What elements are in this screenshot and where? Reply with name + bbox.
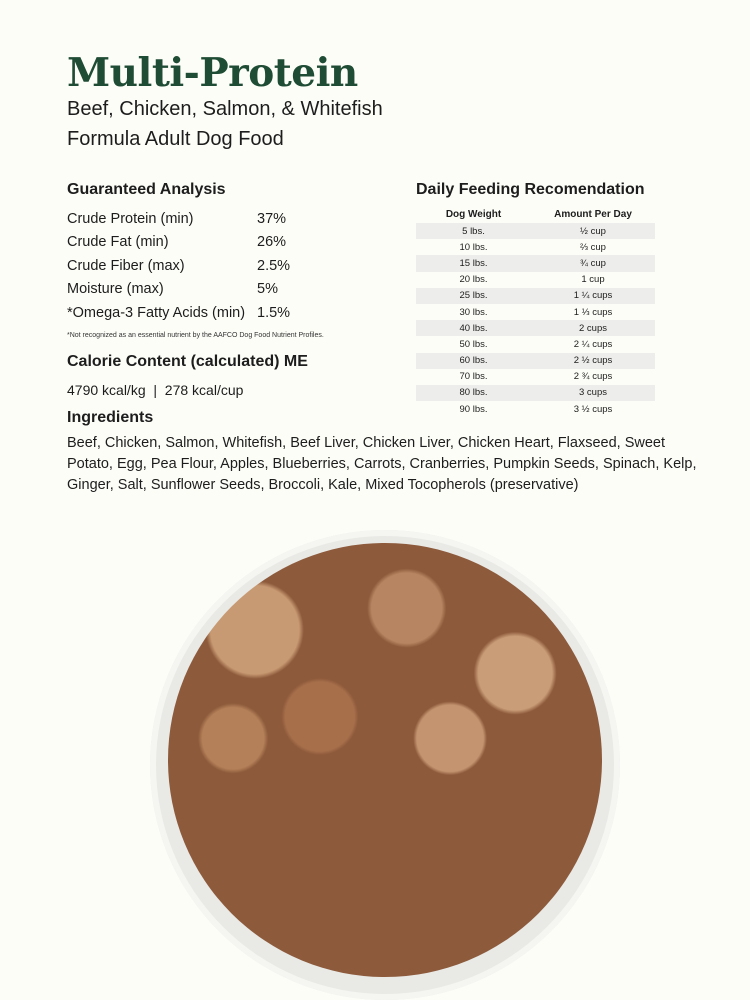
amount-cell: ⅔ cup [580, 241, 606, 253]
table-row: 80 lbs. 3 cups [416, 384, 655, 402]
analysis-list: Crude Protein (min) 37% Crude Fat (min) 26%… [67, 207, 327, 325]
analysis-label: Crude Fiber (max) [67, 257, 185, 274]
amount-cell: 1 ⅓ cups [573, 306, 613, 318]
analysis-value: 1.5% [257, 304, 291, 321]
dog-weight-cell: 50 lbs. [459, 338, 488, 350]
subtitle-line1: Beef, Chicken, Salmon, & Whitefish [67, 98, 383, 120]
table-row: 15 lbs. ¾ cup [416, 255, 655, 272]
dog-weight-cell: 20 lbs. [459, 274, 488, 286]
table-row: 20 lbs. 1 cup [416, 272, 655, 288]
calorie-value: 4790 kcal/kg | 278 kcal/cup [67, 382, 244, 398]
dog-weight-cell: 60 lbs. [416, 352, 531, 369]
amount-cell: 2 ¾ cups [573, 371, 613, 383]
analysis-note: *Not recognized as an essential nutrient… [67, 332, 324, 339]
table-row: 40 lbs. 2 cups [416, 320, 655, 337]
amount-cell: 2 ½ cups [531, 352, 655, 369]
table-row: 60 lbs. 2 ½ cups [416, 352, 655, 369]
kibble-image [168, 543, 602, 977]
analysis-value: 2.5% [257, 257, 291, 274]
feeding-heading: Daily Feeding Recomendation [416, 181, 645, 198]
col-dog-weight: Dog Weight [445, 208, 502, 220]
analysis-row: Crude Protein (min) 37% [67, 207, 327, 231]
amount-cell: ½ cup [531, 223, 655, 240]
feeding-table: Dog Weight Amount Per Day 5 lbs. ½ cup 10 l… [416, 205, 655, 417]
analysis-value: 26% [257, 234, 287, 251]
page-title: Multi-Protein [67, 50, 358, 96]
calorie-heading: Calorie Content (calculated) ME [67, 353, 308, 370]
ingredients-heading: Ingredients [67, 409, 154, 426]
table-row: 10 lbs. ⅔ cup [416, 239, 655, 255]
amount-cell: 2 cups [531, 320, 655, 337]
table-row: 30 lbs. 1 ⅓ cups [416, 304, 655, 320]
dog-weight-cell: 70 lbs. [459, 371, 488, 383]
table-row: 70 lbs. 2 ¾ cups [416, 369, 655, 385]
analysis-row: *Omega-3 Fatty Acids (min) 1.5% [67, 301, 327, 325]
analysis-row: Moisture (max) 5% [67, 278, 327, 302]
analysis-row: Crude Fiber (max) 2.5% [67, 254, 327, 278]
dog-weight-cell: 30 lbs. [459, 306, 488, 318]
subtitle-line2: Formula Adult Dog Food [67, 128, 284, 150]
table-row: 50 lbs. 2 ¼ cups [416, 336, 655, 352]
table-row: 90 lbs. 3 ½ cups [416, 401, 655, 417]
dog-weight-cell: 90 lbs. [459, 403, 488, 415]
col-amount: Amount Per Day [554, 208, 632, 220]
amount-cell: 1 cup [581, 274, 605, 286]
amount-cell: 3 ½ cups [573, 403, 613, 415]
analysis-label: Crude Fat (min) [67, 234, 169, 251]
dog-weight-cell: 40 lbs. [416, 320, 531, 337]
ingredients-text: Beef, Chicken, Salmon, Whitefish, Beef L… [67, 435, 697, 493]
analysis-value: 37% [257, 210, 287, 227]
amount-cell: ¾ cup [531, 255, 655, 272]
dog-weight-cell: 15 lbs. [416, 255, 531, 272]
dog-weight-cell: 10 lbs. [459, 241, 488, 253]
analysis-value: 5% [257, 281, 278, 298]
analysis-heading: Guaranteed Analysis [67, 181, 226, 198]
analysis-label: *Omega-3 Fatty Acids (min) [67, 304, 246, 321]
analysis-row: Crude Fat (min) 26% [67, 231, 327, 255]
dog-weight-cell: 5 lbs. [416, 223, 531, 240]
dog-weight-cell: 80 lbs. [416, 384, 531, 402]
amount-cell: 3 cups [531, 384, 655, 402]
analysis-label: Moisture (max) [67, 281, 164, 298]
table-row: 25 lbs. 1 ¼ cups [416, 287, 655, 304]
amount-cell: 2 ¼ cups [573, 338, 613, 350]
analysis-label: Crude Protein (min) [67, 210, 194, 227]
amount-cell: 1 ¼ cups [531, 287, 655, 304]
dog-weight-cell: 25 lbs. [416, 287, 531, 304]
table-row: 5 lbs. ½ cup [416, 223, 655, 240]
